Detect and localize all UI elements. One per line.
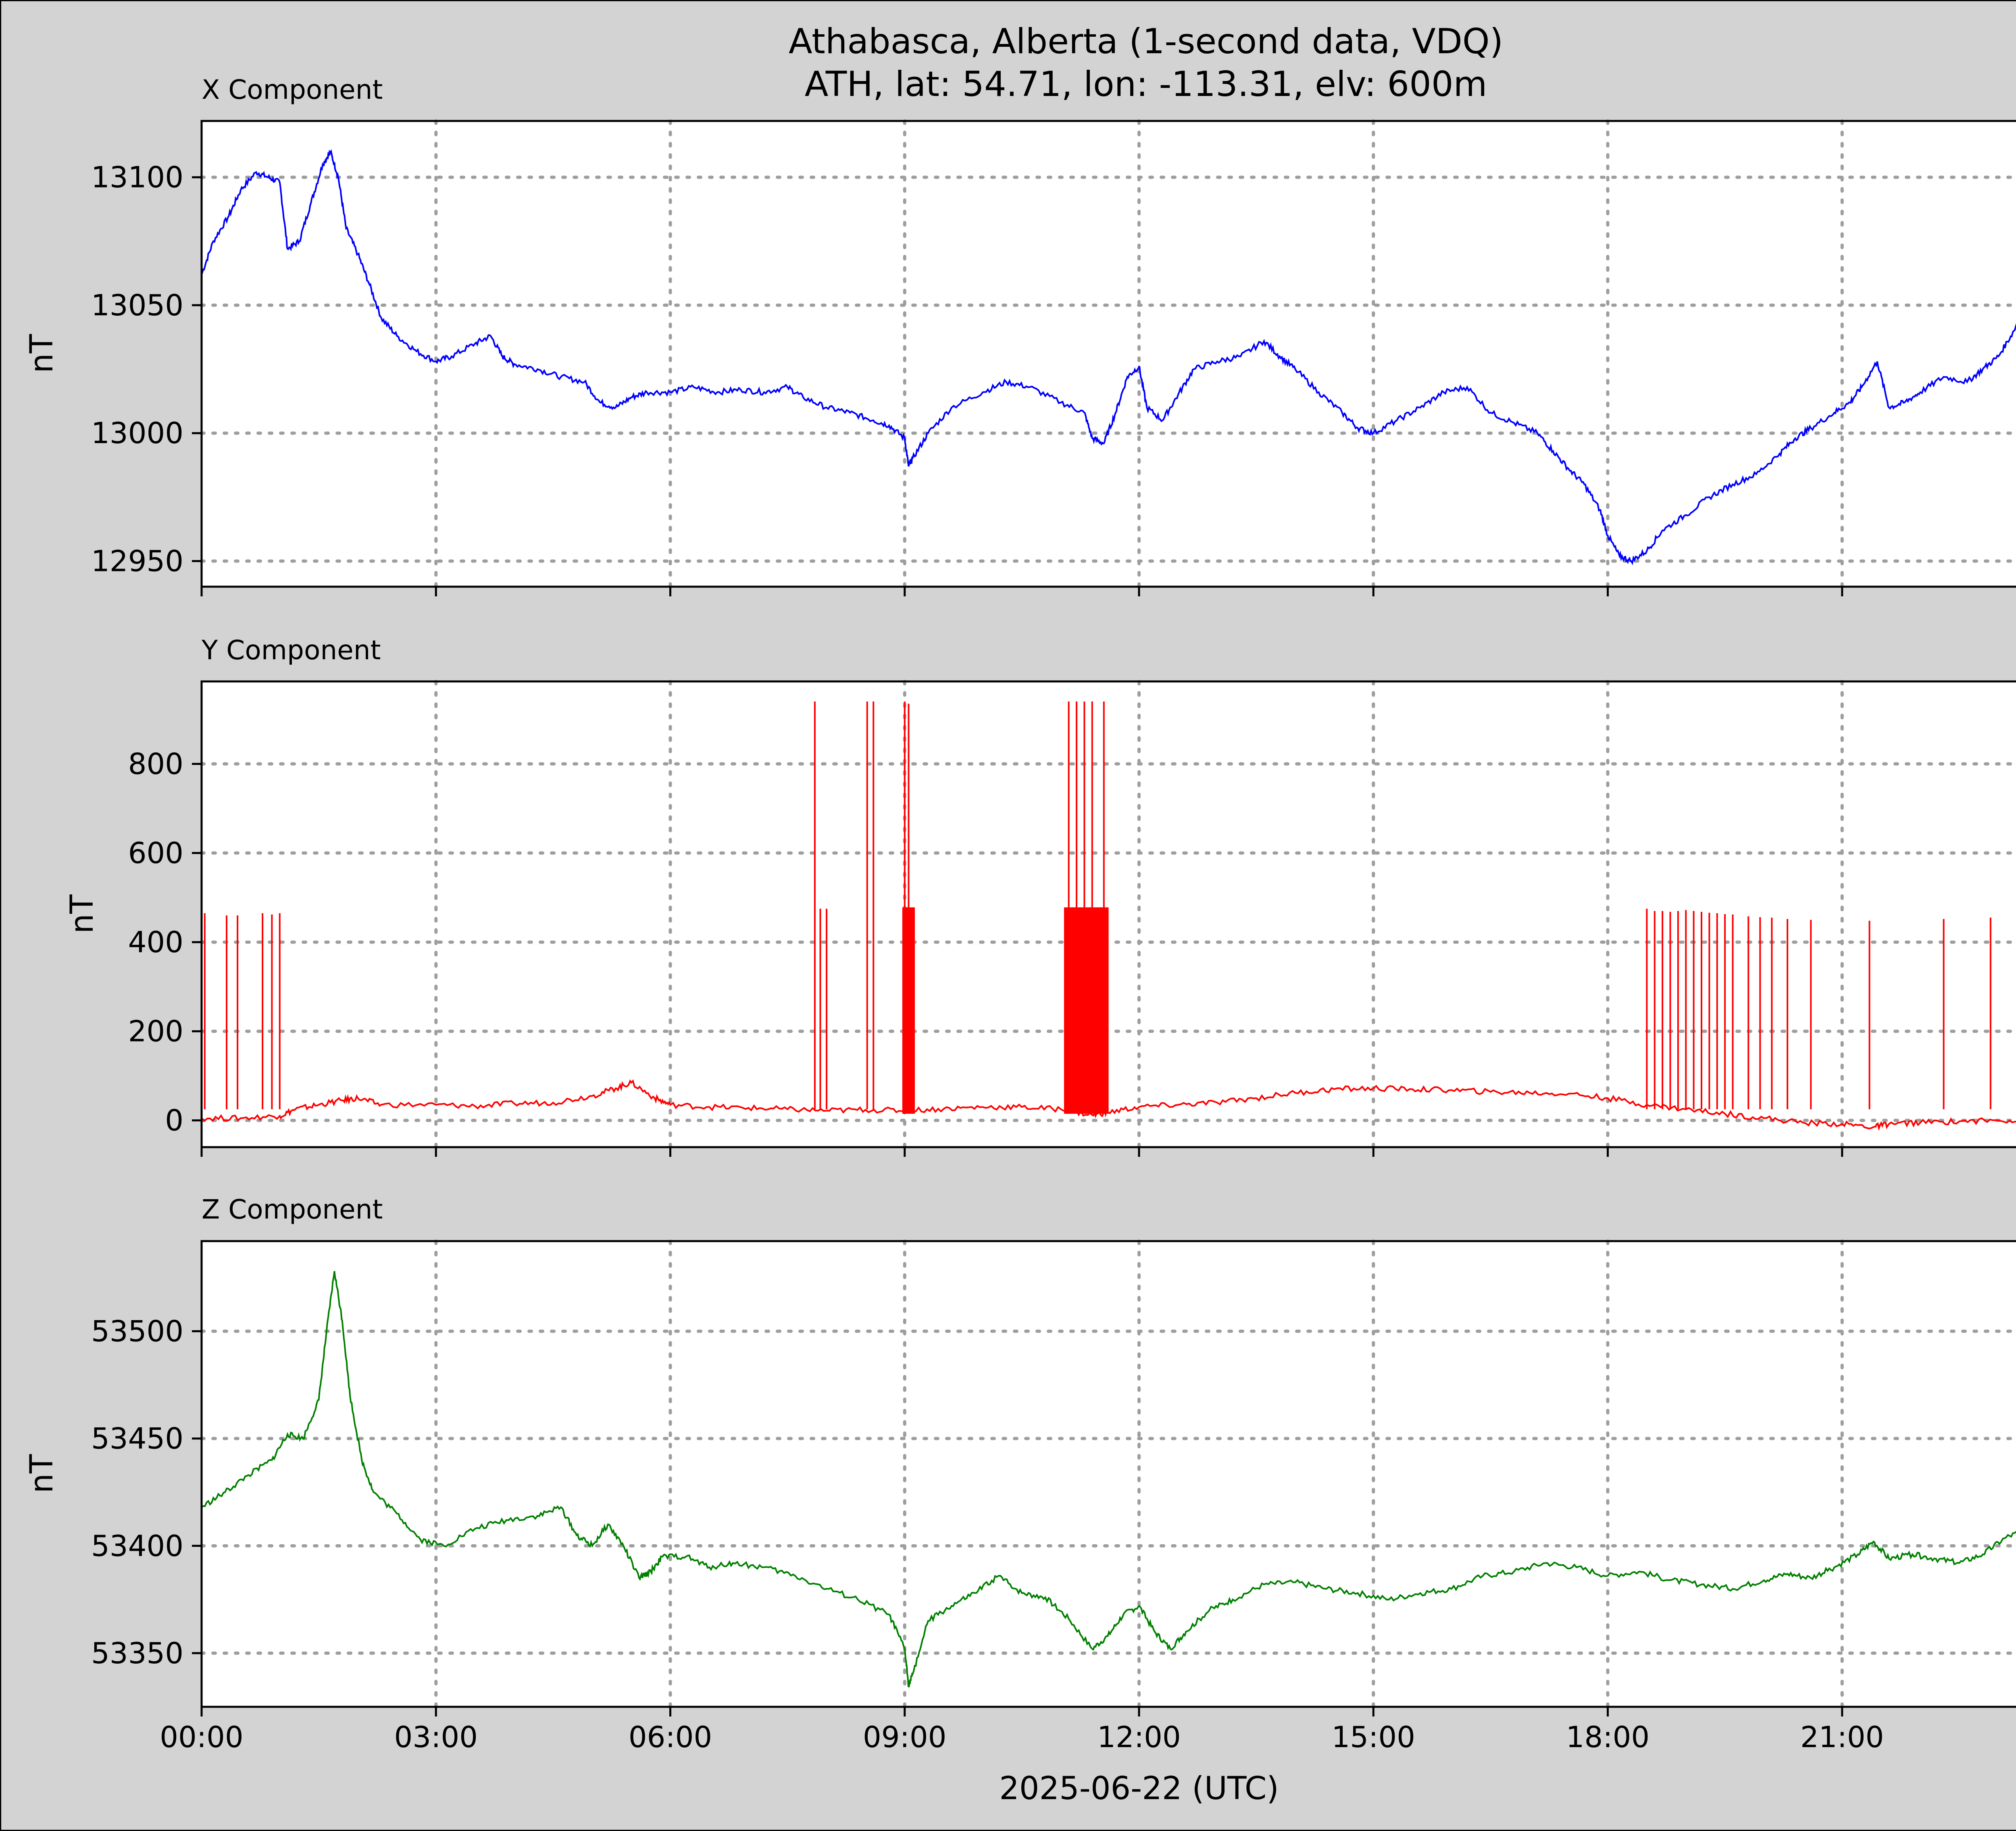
y-component-title: Y Component: [201, 635, 381, 666]
x-component-ytick-label: 13050: [91, 288, 183, 322]
x-component-x-axis: [200, 587, 1843, 596]
x-component-plot-area: [200, 120, 2016, 588]
x-component-panel: X Component 12950 13000 13050 13100 nT: [24, 74, 2016, 596]
z-component-xtick-label: 03:00: [394, 1720, 478, 1754]
z-component-plot-area: [200, 1240, 2016, 1708]
z-component-grid: [200, 1239, 2016, 1708]
z-component-panel: Z Component 53350 53400 53450 53500 00:00 03…: [24, 1194, 2016, 1754]
x-component-line: [201, 149, 2016, 565]
z-component-ytick-label: 53350: [91, 1636, 183, 1670]
z-component-xtick-label: 06:00: [629, 1720, 712, 1754]
x-component-ytick-label: 13000: [91, 416, 183, 450]
z-component-xtick-label: 12:00: [1097, 1720, 1181, 1754]
x-component-y-axis: 12950 13000 13050 13100: [91, 160, 202, 578]
z-component-ytick-label: 53450: [91, 1422, 183, 1456]
y-component-ytick-label: 200: [128, 1014, 183, 1048]
z-component-y-axis: 53350 53400 53450 53500: [91, 1314, 202, 1670]
y-component-panel: Y Component 0 200 400 600 800 nT: [64, 635, 2016, 1157]
y-component-ytick-label: 800: [128, 747, 183, 781]
y-component-ytick-label: 0: [165, 1104, 183, 1137]
y-component-ylabel: nT: [64, 894, 100, 933]
figure-title-line2: ATH, lat: 54.71, lon: -113.31, elv: 600m: [805, 64, 1487, 104]
x-component-title: X Component: [202, 74, 383, 105]
y-component-ytick-label: 600: [128, 836, 183, 870]
z-component-x-axis: 00:00 03:00 06:00 09:00 12:00 15:00 18:00 21:00: [160, 1707, 1884, 1754]
x-component-grid: [200, 119, 2016, 588]
z-component-title: Z Component: [202, 1194, 383, 1225]
y-component-plot-area: [200, 680, 2016, 1148]
x-component-ylabel: nT: [24, 334, 60, 373]
z-component-line: [201, 1271, 2016, 1687]
z-component-ytick-label: 53500: [91, 1314, 183, 1348]
y-component-spikes: [204, 701, 1991, 1114]
z-component-xtick-label: 00:00: [160, 1720, 244, 1754]
x-component-ytick-label: 13100: [91, 160, 183, 194]
y-component-x-axis: [200, 1147, 1843, 1157]
z-component-ytick-label: 53400: [91, 1529, 183, 1563]
z-component-xtick-label: 09:00: [863, 1720, 947, 1754]
y-component-ytick-label: 400: [128, 925, 183, 959]
z-component-xtick-label: 18:00: [1566, 1720, 1650, 1754]
y-component-y-axis: 0 200 400 600 800: [128, 747, 202, 1137]
z-component-xtick-label: 15:00: [1332, 1720, 1416, 1754]
x-axis-label: 2025-06-22 (UTC): [999, 1771, 1279, 1807]
y-component-line: [201, 1079, 2016, 1131]
z-component-xtick-label: 21:00: [1800, 1720, 1884, 1754]
figure-title-line1: Athabasca, Alberta (1-second data, VDQ): [789, 21, 1503, 62]
z-component-ylabel: nT: [24, 1454, 60, 1493]
x-component-ytick-label: 12950: [91, 544, 183, 578]
